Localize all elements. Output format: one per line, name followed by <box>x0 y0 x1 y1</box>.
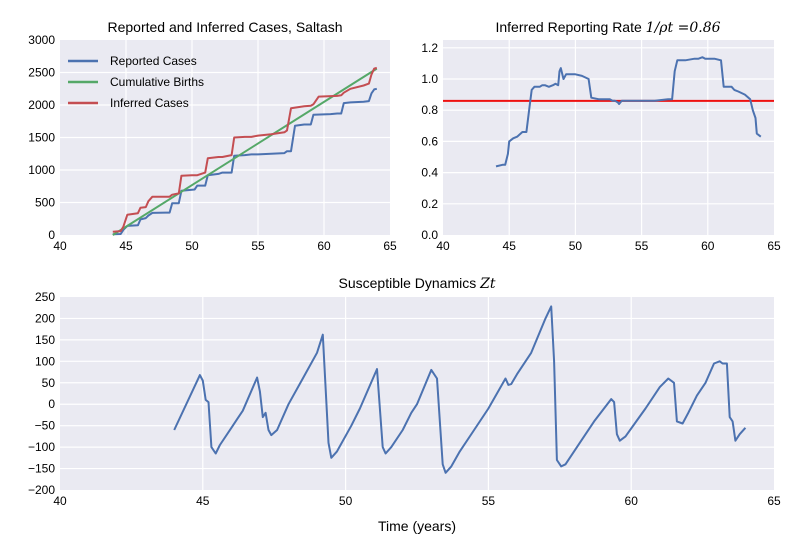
cases-title: Reported and Inferred Cases, Saltash <box>107 19 342 35</box>
susceptible-title-math: Zt <box>479 276 496 292</box>
cases-xtick-label: 40 <box>53 239 67 253</box>
susceptible-plot-area <box>60 297 774 490</box>
cases-legend: Reported Cases Cumulative Births Inferred … <box>68 54 204 110</box>
rate-ytick-label: 0.6 <box>421 134 438 148</box>
cases-xticks: 40 45 50 55 60 65 <box>53 239 397 253</box>
susceptible-xtick-label: 65 <box>767 494 781 508</box>
cases-series-line-0 <box>112 87 378 236</box>
susceptible-series-line-0 <box>173 305 747 474</box>
susceptible-xticks: 40 45 50 55 60 65 <box>53 494 781 508</box>
rate-ytick-label: 0.4 <box>421 166 438 180</box>
cases-ytick-label: 2000 <box>28 98 55 112</box>
cases-xtick-label: 45 <box>119 239 133 253</box>
susceptible-ytick-label: 250 <box>35 290 55 304</box>
rate-panel: 40 45 50 55 60 65 0.0 0.2 0.4 0.6 0.8 1.0 1.2 Infer… <box>421 19 781 253</box>
susceptible-lines <box>173 305 747 474</box>
cases-yticks: 0 500 1000 1500 2000 2500 3000 <box>28 33 55 242</box>
legend-label-0: Reported Cases <box>110 54 197 68</box>
cases-ytick-label: 500 <box>35 196 55 210</box>
rate-ytick-label: 0.8 <box>421 103 438 117</box>
susceptible-xtick-label: 55 <box>482 494 496 508</box>
susceptible-grid <box>60 297 774 490</box>
cases-lines <box>112 66 378 236</box>
rate-xtick-label: 60 <box>701 239 715 253</box>
susceptible-title: Susceptible Dynamics Zt <box>339 275 496 292</box>
cases-grid <box>60 40 390 235</box>
rate-series-line-0 <box>495 56 762 168</box>
cases-xtick-label: 65 <box>383 239 397 253</box>
rate-ytick-label: 0.2 <box>421 197 438 211</box>
rate-xtick-label: 45 <box>503 239 517 253</box>
legend-label-2: Inferred Cases <box>110 96 189 110</box>
rate-grid <box>443 40 774 235</box>
rate-xticks: 40 45 50 55 60 65 <box>436 239 781 253</box>
susceptible-title-text: Susceptible Dynamics <box>339 275 481 291</box>
rate-yticks: 0.0 0.2 0.4 0.6 0.8 1.0 1.2 <box>421 41 438 242</box>
susceptible-xtick-label: 45 <box>196 494 210 508</box>
rate-xtick-label: 50 <box>569 239 583 253</box>
cases-xtick-label: 50 <box>185 239 199 253</box>
cases-ytick-label: 1000 <box>28 163 55 177</box>
legend-label-1: Cumulative Births <box>110 75 204 89</box>
susceptible-xtick-label: 50 <box>339 494 353 508</box>
susceptible-ytick-label: 100 <box>35 354 55 368</box>
cases-series-line-2 <box>112 66 378 233</box>
rate-title-text: Inferred Reporting Rate <box>495 19 645 35</box>
cases-xtick-label: 60 <box>317 239 331 253</box>
cases-panel: 40 45 50 55 60 65 0 500 1000 1500 2000 2500 3000 Re… <box>28 19 397 253</box>
susceptible-ytick-label: 50 <box>42 376 56 390</box>
cases-ytick-label: 2500 <box>28 66 55 80</box>
rate-plot-area <box>443 40 774 235</box>
susceptible-xlabel: Time (years) <box>378 518 456 534</box>
rate-ytick-label: 1.0 <box>421 72 438 86</box>
susceptible-yticks: −200 −150 −100 −50 0 50 100 150 200 250 <box>28 290 55 497</box>
susceptible-ytick-label: 200 <box>35 311 55 325</box>
cases-ytick-label: 1500 <box>28 131 55 145</box>
rate-ytick-label: 1.2 <box>421 41 438 55</box>
susceptible-ytick-label: −200 <box>28 483 55 497</box>
rate-xtick-label: 65 <box>767 239 781 253</box>
susceptible-xtick-label: 40 <box>53 494 67 508</box>
susceptible-ytick-label: 150 <box>35 333 55 347</box>
rate-xtick-label: 55 <box>635 239 649 253</box>
susceptible-ytick-label: −50 <box>35 419 56 433</box>
susceptible-ytick-label: −150 <box>28 462 55 476</box>
cases-ytick-label: 0 <box>48 228 55 242</box>
rate-title-math: 1/ρt =0.86 <box>646 20 721 36</box>
susceptible-ytick-label: 0 <box>48 397 55 411</box>
susceptible-xtick-label: 60 <box>625 494 639 508</box>
susceptible-panel: 40 45 50 55 60 65 −200 −150 −100 −50 0 50 100 150 200… <box>28 275 781 534</box>
rate-title: Inferred Reporting Rate 1/ρt =0.86 <box>495 19 720 36</box>
rate-ytick-label: 0.0 <box>421 228 438 242</box>
cases-ytick-label: 3000 <box>28 33 55 47</box>
cases-xtick-label: 55 <box>251 239 265 253</box>
rate-lines <box>443 56 774 168</box>
rate-xtick-label: 40 <box>436 239 450 253</box>
susceptible-ytick-label: −100 <box>28 440 55 454</box>
